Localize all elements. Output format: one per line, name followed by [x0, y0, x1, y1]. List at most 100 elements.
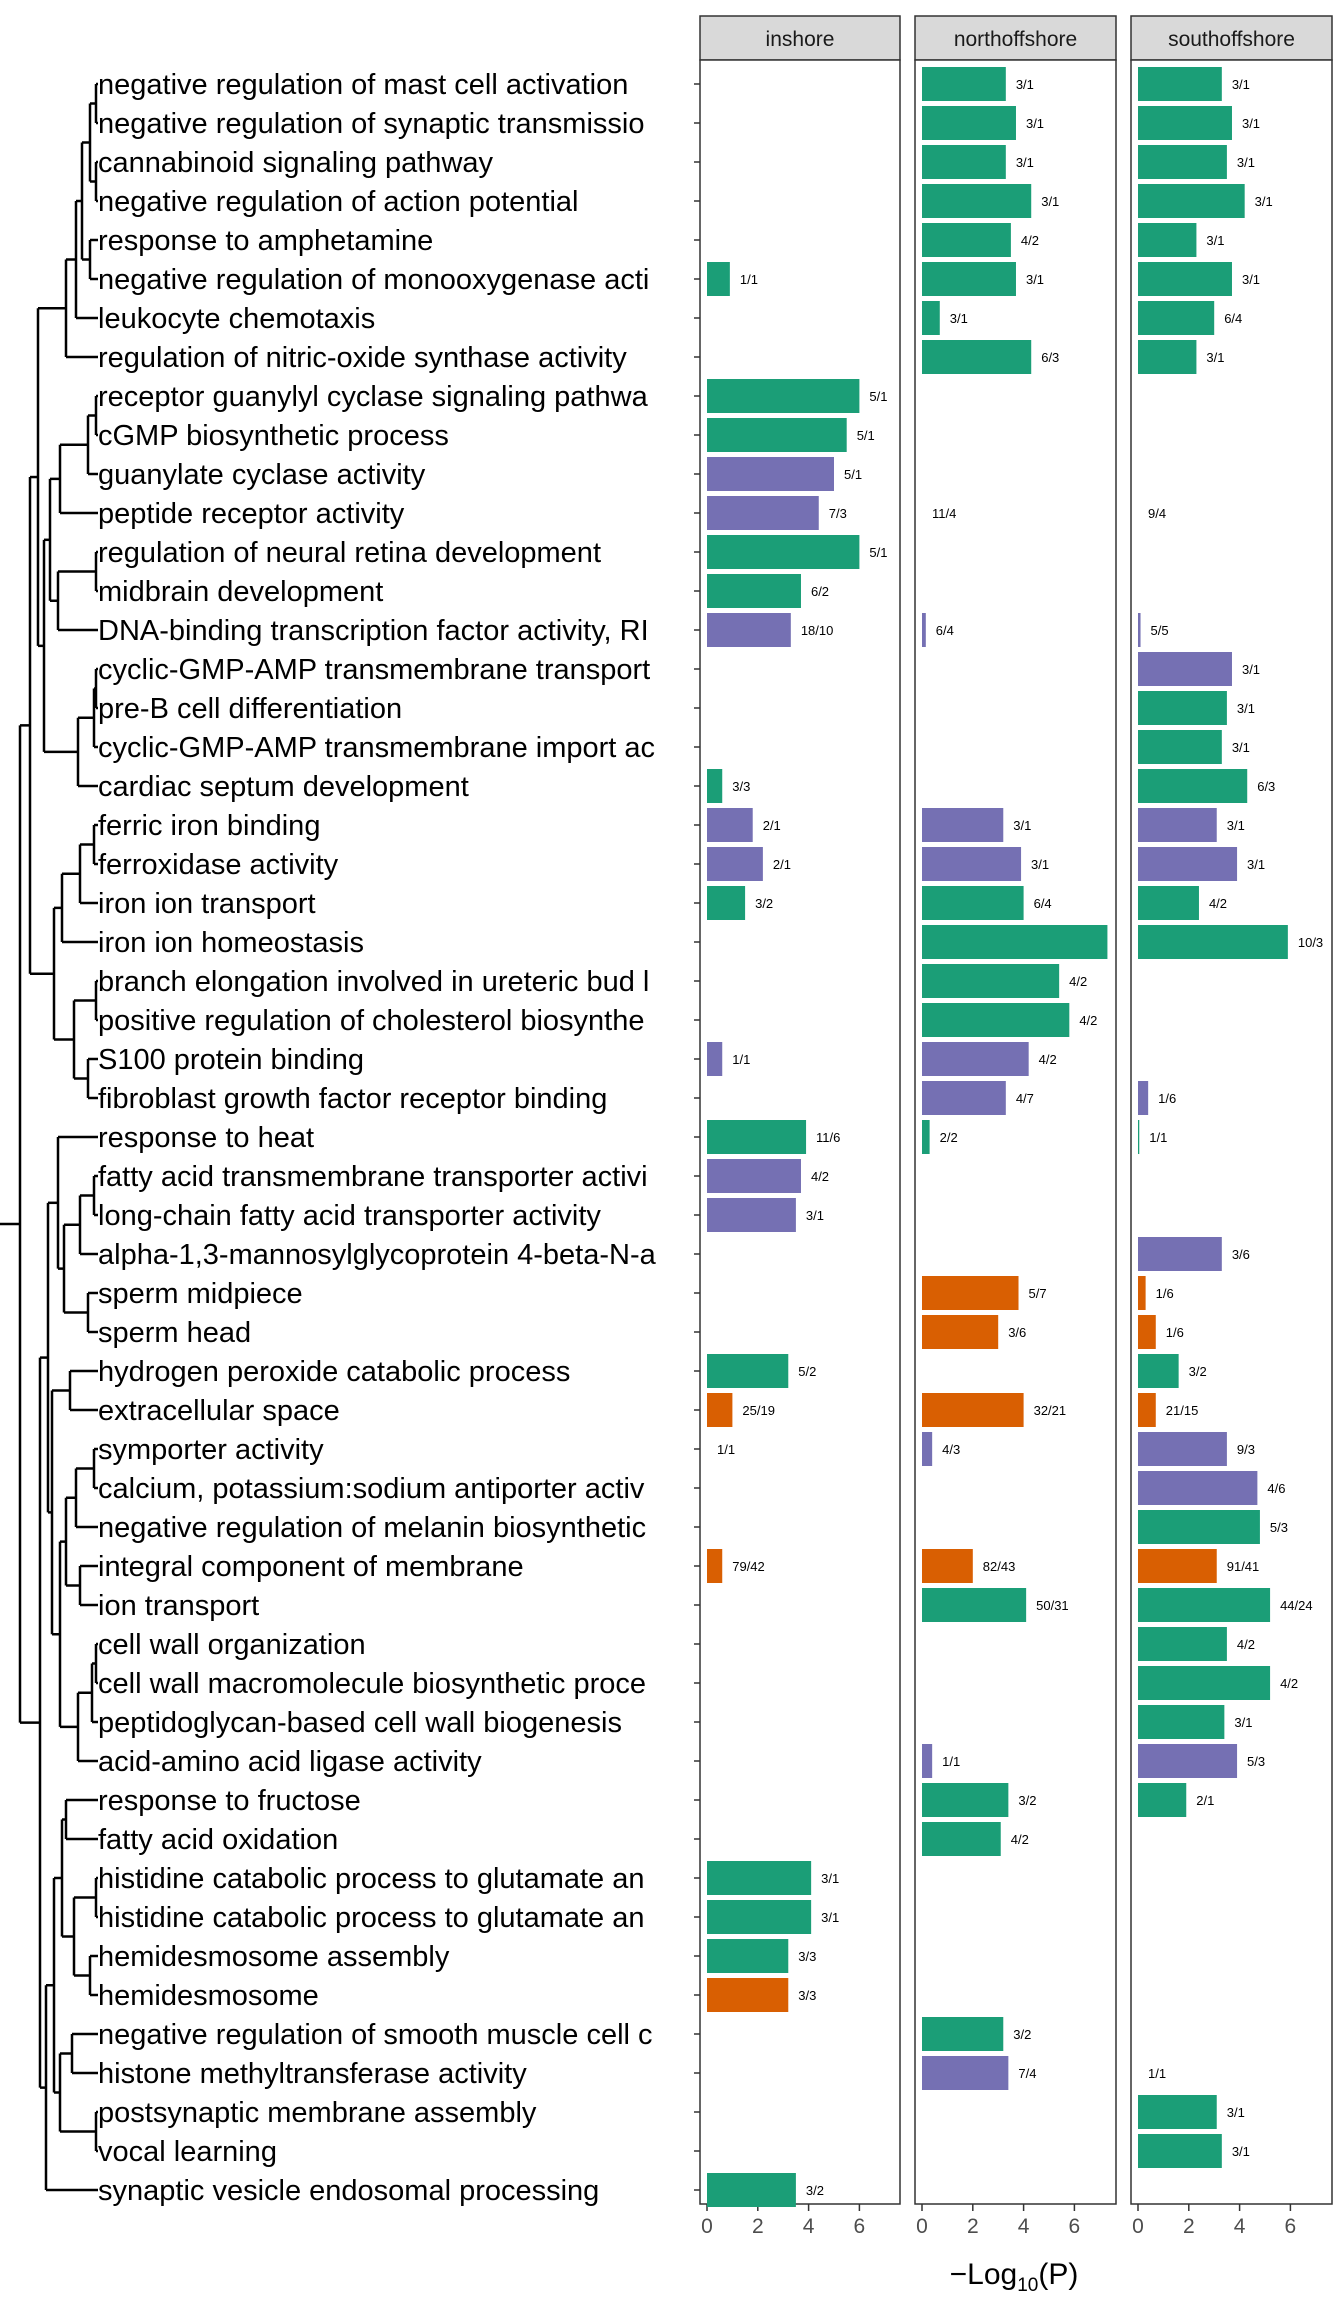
bar [707, 457, 834, 491]
bar-count-label: 3/2 [806, 2183, 824, 2198]
bar-count-label: 3/1 [1016, 155, 1034, 170]
bar-count-label: 3/1 [1237, 701, 1255, 716]
x-tick-label: 6 [1069, 2215, 1081, 2238]
term-label: cGMP biosynthetic process [98, 420, 449, 452]
bar-count-label: 9/3 [1237, 1442, 1255, 1457]
bar [922, 1276, 1019, 1310]
bar [707, 886, 746, 920]
bar-count-label: 79/42 [732, 1559, 765, 1574]
bar-count-label: 7/4 [1018, 2066, 1036, 2081]
bar [1138, 67, 1222, 101]
term-label: long-chain fatty acid transporter activi… [98, 1200, 601, 1232]
bar [1138, 847, 1238, 881]
term-label: branch elongation involved in ureteric b… [98, 966, 649, 998]
bar [922, 1822, 1001, 1856]
bar [1138, 1081, 1149, 1115]
bar [1138, 652, 1232, 686]
bar-count-label: 2/2 [940, 1130, 958, 1145]
bar-count-label: 3/1 [1247, 857, 1265, 872]
term-label: fatty acid transmembrane transporter act… [98, 1161, 648, 1193]
bar [1138, 730, 1222, 764]
bar-count-label: 3/2 [1013, 2027, 1031, 2042]
bar [1138, 1666, 1271, 1700]
term-label: iron ion transport [98, 888, 316, 920]
bar-count-label: 11/6 [816, 1130, 840, 1145]
bar-count-label: 5/3 [1270, 1520, 1288, 1535]
bar-count-label: 4/2 [1079, 1013, 1097, 1028]
bar-count-label: 3/1 [821, 1910, 839, 1925]
bar-count-label: 3/1 [1041, 194, 1059, 209]
bar-count-label: 2/1 [1196, 1793, 1214, 1808]
term-label: S100 protein binding [98, 1044, 364, 1076]
bar-count-label: 3/1 [1232, 77, 1250, 92]
bar-count-label: 5/1 [844, 467, 862, 482]
bar-count-label: 10/3 [1298, 935, 1323, 950]
bar [1138, 1354, 1179, 1388]
bar-count-label: 2/1 [773, 857, 791, 872]
term-label: sperm midpiece [98, 1278, 303, 1310]
bar [707, 769, 723, 803]
bar-count-label: 3/1 [1237, 155, 1255, 170]
bar [922, 223, 1011, 257]
term-label: histidine catabolic process to glutamate… [98, 1863, 644, 1895]
dendrogram [0, 82, 98, 2192]
facet-strip [699, 15, 901, 61]
bar [707, 574, 801, 608]
term-label: DNA-binding transcription factor activit… [98, 615, 649, 647]
bar-count-label: 3/1 [1242, 272, 1260, 287]
term-label: midbrain development [98, 576, 383, 608]
bar-count-label: 6/4 [1224, 311, 1242, 326]
term-label: cell wall organization [98, 1629, 366, 1661]
bar [1138, 262, 1232, 296]
bar [707, 1120, 807, 1154]
bar [1138, 2134, 1222, 2168]
bar [1138, 886, 1199, 920]
bar-count-label: 1/1 [717, 1442, 735, 1457]
bar [707, 2173, 796, 2207]
bar-count-label: 1/1 [732, 1052, 750, 1067]
term-label: response to fructose [98, 1785, 361, 1817]
bar [707, 1354, 789, 1388]
term-label: fibroblast growth factor receptor bindin… [98, 1083, 607, 1115]
bar-count-label: 3/1 [1242, 662, 1260, 677]
bar [1138, 1393, 1156, 1427]
bar-count-label: 91/41 [1227, 1559, 1260, 1574]
bar-count-label: 3/1 [1026, 272, 1044, 287]
term-label: sperm head [98, 1317, 251, 1349]
bar-count-label: 7/3 [829, 506, 847, 521]
bar [922, 1042, 1029, 1076]
facet-strip [1130, 15, 1333, 61]
bar [707, 613, 791, 647]
term-label: extracellular space [98, 1395, 340, 1427]
x-tick-label: 2 [967, 2215, 979, 2238]
bar [1138, 613, 1141, 647]
bar [707, 1042, 723, 1076]
term-label: alpha-1,3-mannosylglycoprotein 4-beta-N-… [98, 1239, 657, 1271]
bar [922, 1315, 999, 1349]
bar [1138, 1432, 1227, 1466]
panel-northoffshore: northoffshore 0 2 4 6 3/1 3/1 3/1 3/1 4/2 3/1 3/1 6/… [914, 15, 1117, 2238]
panel-southoffshore: southoffshore 0 2 4 6 3/1 3/1 3/1 3/1 3/1 3/1 6/4 3/… [1130, 15, 1333, 2238]
bar [922, 106, 1016, 140]
term-label: negative regulation of monooxygenase act… [98, 264, 649, 296]
facet-strip [914, 15, 1117, 61]
bar [1138, 808, 1217, 842]
bar-count-label: 5/1 [857, 428, 875, 443]
bar [1138, 1744, 1238, 1778]
bar-count-label: 4/3 [942, 1442, 960, 1457]
panel-inshore: inshore 0 2 4 6 1/1 5/1 5/1 5/1 7/3 5/1 6/2 18/10 3/3… [694, 15, 901, 2238]
x-tick-label: 2 [1183, 2215, 1195, 2238]
bar-count-label: 3/1 [1016, 77, 1034, 92]
bar-count-label: 3/1 [1234, 1715, 1252, 1730]
bar [707, 379, 860, 413]
bar-count-label: 3/1 [806, 1208, 824, 1223]
term-label: negative regulation of melanin biosynthe… [98, 1512, 646, 1544]
bar [1138, 1276, 1146, 1310]
term-label: symporter activity [98, 1434, 324, 1466]
bar [922, 1549, 973, 1583]
bar-count-label: 3/2 [1018, 1793, 1036, 1808]
term-label: cannabinoid signaling pathway [98, 147, 494, 179]
bar-count-label: 4/2 [1280, 1676, 1298, 1691]
term-label: cell wall macromolecule biosynthetic pro… [98, 1668, 646, 1700]
